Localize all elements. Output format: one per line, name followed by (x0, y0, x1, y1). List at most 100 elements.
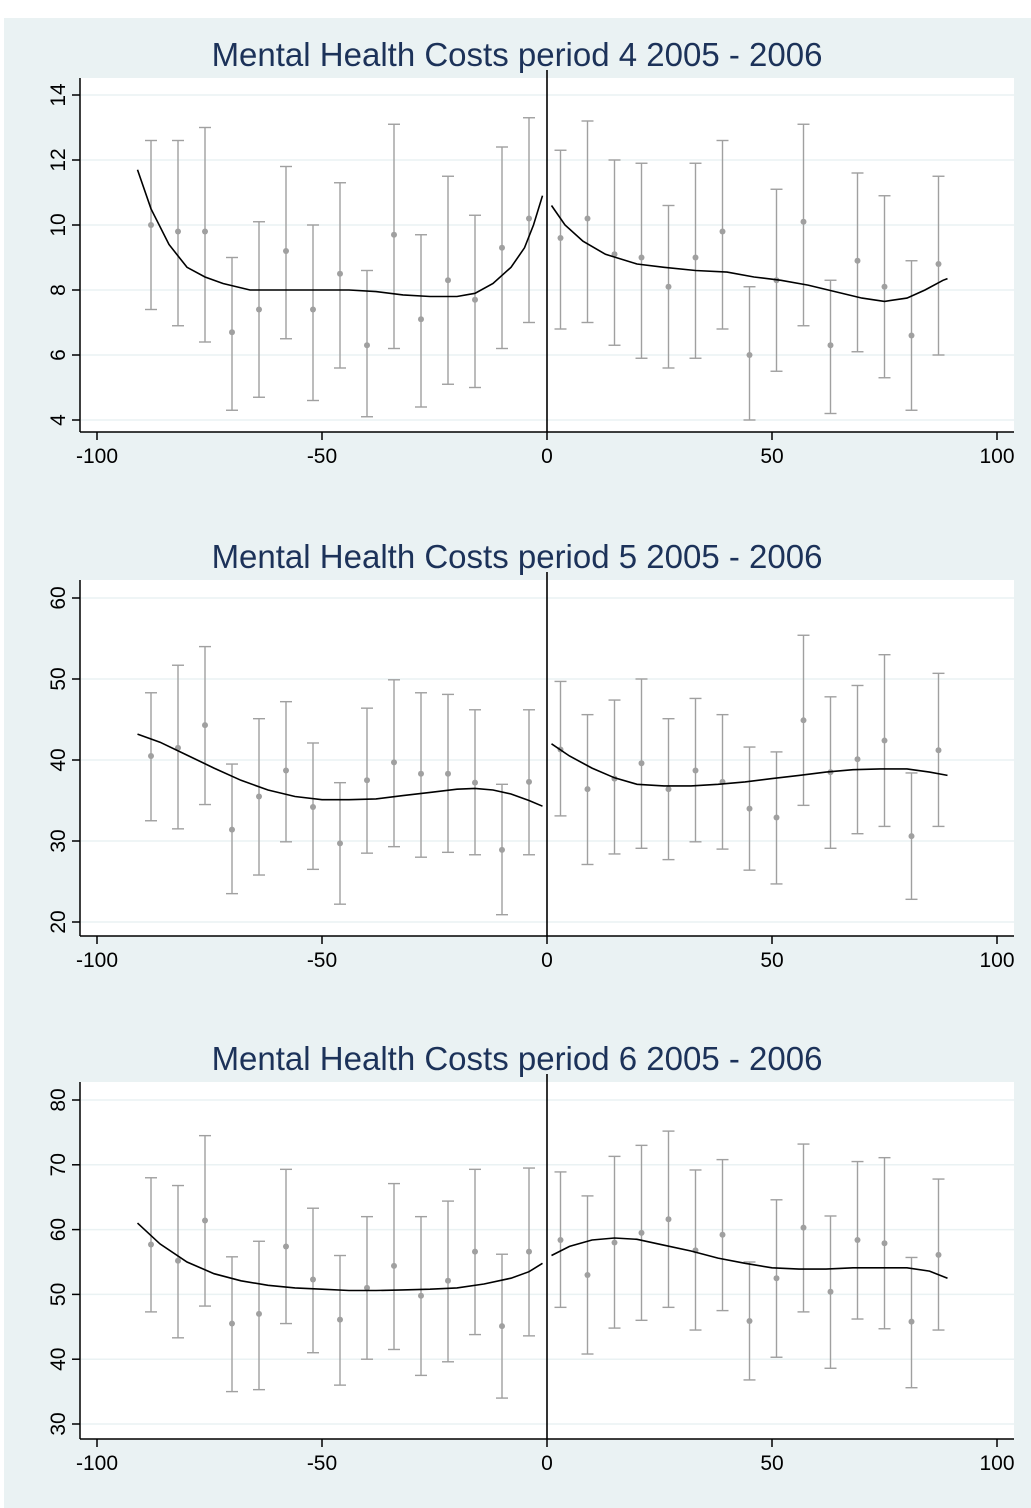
data-point (665, 1216, 672, 1223)
x-tick-label: 100 (979, 445, 1014, 468)
data-point (800, 218, 807, 225)
data-point (364, 777, 370, 784)
data-point (611, 251, 618, 258)
data-point (665, 283, 672, 290)
x-tick-label: -50 (307, 949, 337, 972)
data-point (337, 1316, 343, 1323)
data-point (881, 1240, 888, 1247)
data-point (148, 1241, 154, 1248)
data-point (148, 222, 154, 228)
data-point (472, 1248, 478, 1255)
data-point (445, 1277, 451, 1284)
data-point (229, 1320, 235, 1327)
chart-panel-3: Mental Health Costs period 6 2005 - 2006… (47, 1040, 1015, 1475)
data-point (773, 1275, 780, 1282)
data-point (472, 779, 478, 786)
y-tick-label: 30 (47, 1412, 70, 1435)
data-point (418, 316, 424, 323)
data-point (638, 760, 645, 767)
y-tick-label: 20 (47, 910, 70, 933)
data-point (391, 1262, 397, 1269)
fit-line-left (137, 733, 543, 807)
y-tick-label: 70 (47, 1153, 70, 1176)
data-point (445, 277, 451, 284)
x-tick-label: 50 (760, 1452, 783, 1475)
data-point (881, 283, 888, 290)
data-point (391, 231, 397, 238)
chart-title: Mental Health Costs period 6 2005 - 2006 (212, 1040, 823, 1077)
data-point (418, 1292, 424, 1299)
y-tick-label: 40 (47, 748, 70, 771)
data-point (283, 767, 289, 774)
x-tick-label: 100 (979, 949, 1014, 972)
data-point (391, 759, 397, 766)
data-point (337, 270, 343, 277)
data-point (692, 254, 699, 261)
data-point (526, 215, 532, 222)
data-point (364, 1284, 370, 1291)
data-point (283, 248, 289, 254)
data-point (202, 722, 208, 729)
x-tick-label: -50 (307, 1452, 337, 1475)
y-tick-label: 6 (47, 349, 70, 361)
data-point (665, 786, 672, 793)
data-point (908, 833, 915, 840)
fit-line-right (551, 743, 948, 787)
data-point (827, 1288, 834, 1295)
data-point (445, 770, 451, 777)
x-tick-label: -100 (76, 949, 118, 972)
data-point (526, 1248, 532, 1255)
data-point (310, 1276, 316, 1283)
data-point (499, 1323, 505, 1330)
data-point (827, 342, 834, 349)
x-tick-label: -50 (307, 445, 337, 468)
x-tick-label: -100 (76, 445, 118, 468)
x-tick-label: -100 (76, 1452, 118, 1475)
data-point (746, 1317, 753, 1324)
fit-line-left (136, 169, 544, 298)
data-point (638, 1229, 645, 1236)
data-point (526, 778, 532, 785)
x-tick-label: 100 (979, 1452, 1014, 1475)
data-point (499, 846, 505, 853)
data-point (935, 261, 942, 267)
y-tick-label: 60 (47, 1218, 70, 1241)
chart-title: Mental Health Costs period 5 2005 - 2006 (212, 538, 823, 575)
data-point (584, 786, 591, 793)
data-point (418, 770, 424, 777)
data-point (472, 296, 478, 303)
data-point (854, 756, 861, 763)
fit-line-right (550, 205, 948, 303)
data-point (881, 737, 888, 744)
data-point (256, 1310, 262, 1317)
data-point (908, 1318, 915, 1325)
data-point (584, 1271, 591, 1278)
x-tick-label: 50 (760, 949, 783, 972)
data-point (746, 805, 753, 812)
data-point (256, 793, 262, 800)
data-point (854, 1236, 861, 1243)
y-tick-label: 30 (47, 829, 70, 852)
data-point (283, 1243, 289, 1250)
data-point (935, 1251, 942, 1258)
data-point (364, 342, 370, 349)
chart-panel-1: Mental Health Costs period 4 2005 - 2006… (47, 36, 1015, 468)
y-tick-label: 14 (47, 83, 70, 107)
data-point (310, 306, 316, 313)
data-point (202, 228, 208, 235)
y-tick-label: 10 (47, 213, 70, 236)
data-point (148, 752, 154, 759)
data-point (746, 352, 753, 358)
data-point (229, 329, 235, 336)
data-point (800, 717, 807, 724)
x-tick-label: 0 (541, 1452, 553, 1475)
data-point (908, 332, 915, 339)
data-point (692, 767, 699, 774)
data-point (557, 1236, 564, 1243)
data-point (584, 215, 591, 222)
data-point (175, 1257, 181, 1264)
data-point (310, 803, 316, 810)
fit-line-left (136, 1222, 543, 1292)
data-point (719, 228, 726, 235)
